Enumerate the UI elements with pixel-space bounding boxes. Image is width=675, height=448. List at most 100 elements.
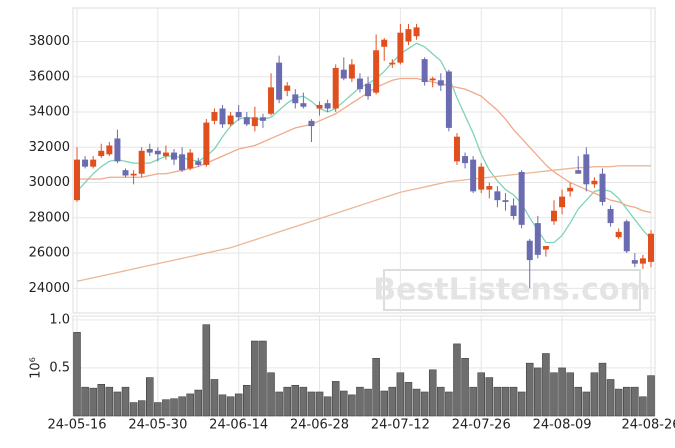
volume-bar <box>331 381 340 417</box>
volume-bar <box>380 390 388 417</box>
candle-body <box>405 29 412 42</box>
volume-bar <box>534 367 542 417</box>
candle-body <box>437 80 444 86</box>
x-tick-label: 24-05-30 <box>128 418 187 433</box>
candle-body <box>639 258 646 264</box>
volume-bar <box>275 391 283 417</box>
x-tick-label: 24-08-09 <box>533 418 592 433</box>
candle-body <box>470 159 477 192</box>
volume-bar <box>323 396 332 417</box>
volume-bar <box>622 386 631 417</box>
candle-body <box>510 205 517 217</box>
volume-bar <box>639 396 647 417</box>
candle-body <box>324 103 331 109</box>
volume-bar <box>137 400 146 417</box>
x-tick-label: 24-08-26 <box>621 418 675 433</box>
candle-body <box>259 117 266 121</box>
candle-body <box>114 138 121 162</box>
candle-body <box>599 173 606 202</box>
volume-bar <box>251 340 259 417</box>
volume-bar <box>267 372 275 417</box>
candle-body <box>82 159 89 167</box>
x-tick-label: 24-07-12 <box>371 418 430 433</box>
volume-bar <box>348 394 356 417</box>
volume-bar <box>210 379 219 417</box>
x-tick-label: 24-06-14 <box>209 418 268 433</box>
volume-bar <box>73 332 81 417</box>
volume-bar <box>81 386 89 417</box>
candle-body <box>631 260 638 264</box>
volume-bar <box>259 340 267 417</box>
candle-body <box>106 145 113 155</box>
candle-body <box>421 59 428 83</box>
volume-bar <box>428 369 437 417</box>
candle-body <box>494 191 501 201</box>
candle-body <box>486 186 493 190</box>
volume-bar <box>566 372 574 417</box>
candle-body <box>365 83 372 97</box>
candle-body <box>179 154 186 171</box>
volume-bar <box>461 358 469 417</box>
volume-bar <box>574 386 582 417</box>
candle-body <box>243 117 250 125</box>
x-tick-label: 24-05-16 <box>47 418 106 433</box>
x-tick-label: 24-06-28 <box>290 418 349 433</box>
candle-body <box>284 85 291 91</box>
volume-bar <box>307 391 316 417</box>
candle-body <box>534 223 541 255</box>
volume-bar <box>582 391 591 417</box>
candle-body <box>615 231 622 238</box>
candle-body <box>623 221 630 252</box>
volume-bar <box>404 382 413 417</box>
volume-bar <box>146 377 154 417</box>
volume-bar <box>445 391 453 417</box>
candle-body <box>130 173 137 176</box>
candle-body <box>276 62 283 100</box>
volume-bar <box>550 372 558 417</box>
candle-body <box>526 240 533 261</box>
candle-body <box>348 64 355 79</box>
candle-body <box>171 152 178 160</box>
moving-average-line <box>76 165 651 282</box>
volume-bar <box>178 396 186 417</box>
candle-body <box>235 112 242 118</box>
candle-body <box>559 196 566 208</box>
volume-bar <box>606 379 615 417</box>
candle-body <box>90 159 97 167</box>
candle-body <box>462 156 469 164</box>
volume-bar <box>315 391 324 417</box>
watermark-box <box>383 269 641 311</box>
volume-bar <box>218 394 227 417</box>
candle-body <box>308 120 315 127</box>
candle-body <box>453 136 460 162</box>
volume-bar <box>226 396 235 417</box>
candle-body <box>502 200 509 202</box>
volume-bar <box>186 393 194 417</box>
volume-bar <box>477 372 485 417</box>
candle-body <box>607 208 614 224</box>
candle-body <box>340 69 347 79</box>
candle-body <box>567 187 574 192</box>
candle-body <box>445 71 452 128</box>
candle-body <box>429 78 436 81</box>
candle-body <box>542 246 549 250</box>
volume-bar <box>97 384 106 417</box>
volume-panel <box>72 315 656 417</box>
volume-bar <box>614 388 623 417</box>
volume-bar <box>364 388 372 417</box>
volume-bar <box>412 388 421 417</box>
volume-bar <box>154 402 162 417</box>
candle-body <box>251 117 258 127</box>
volume-bar <box>493 386 502 417</box>
candle-body <box>550 210 557 222</box>
volume-bar <box>202 324 211 417</box>
candle-body <box>219 108 226 125</box>
volume-bar <box>105 386 114 417</box>
y2-tick-label: 0.5 <box>49 360 70 375</box>
volume-bar <box>558 367 566 417</box>
volume-bar <box>647 375 655 417</box>
candle-body <box>389 62 396 65</box>
candle-body <box>316 104 323 109</box>
